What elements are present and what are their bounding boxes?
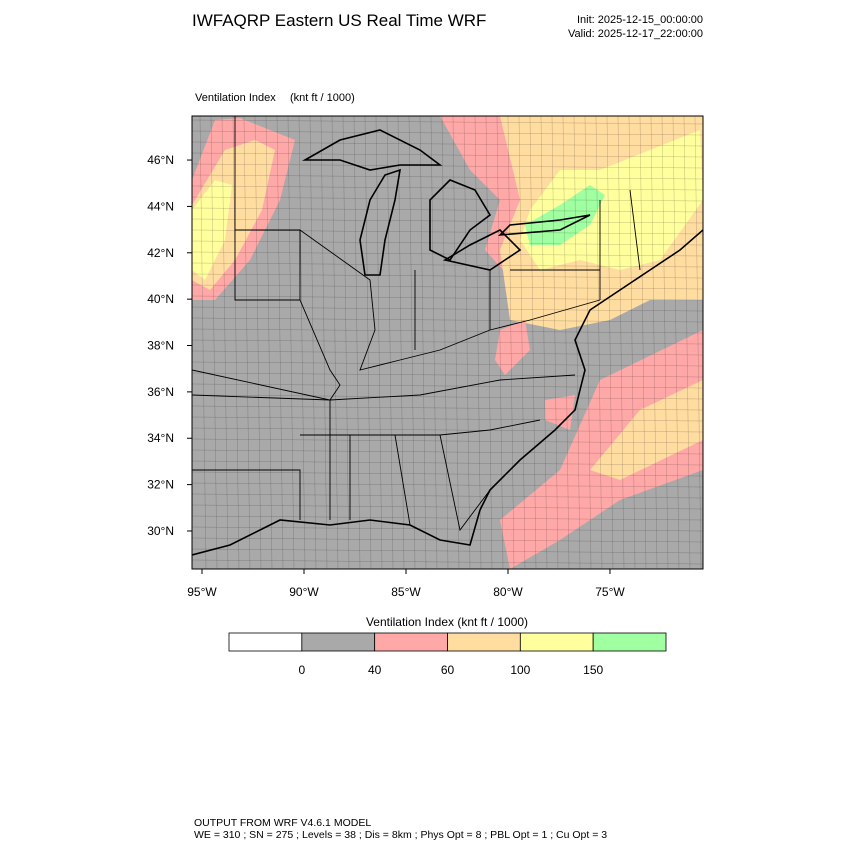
lat-label: 42°N [147, 246, 174, 260]
lat-label: 32°N [147, 478, 174, 492]
field-region [500, 330, 703, 569]
map-frame [191, 115, 704, 570]
footer-line: WE = 310 ; SN = 275 ; Levels = 38 ; Dis … [194, 829, 607, 841]
field-units: (knt ft / 1000) [290, 92, 355, 104]
lat-label: 30°N [147, 524, 174, 538]
colorbar-box [592, 632, 667, 652]
colorbar-box [228, 632, 303, 652]
colorbar: 0 40 60 100 150 [228, 632, 667, 677]
colorbar-box [447, 632, 521, 652]
init-time: Init: 2025-12-15_00:00:00 [577, 14, 703, 26]
lat-label: 34°N [147, 431, 174, 445]
colorbar-box [374, 632, 448, 652]
lat-label: 40°N [147, 292, 174, 306]
lon-label: 95°W [187, 585, 217, 599]
valid-time: Valid: 2025-12-17_22:00:00 [568, 28, 703, 40]
lon-label: 75°W [595, 585, 625, 599]
title: IWFAQRP Eastern US Real Time WRF [192, 11, 486, 30]
lat-label: 36°N [147, 385, 174, 399]
colorbar-label: 150 [583, 663, 603, 677]
field-region [545, 395, 575, 430]
lon-label: 90°W [289, 585, 319, 599]
field-region [590, 380, 703, 480]
field-region [192, 180, 232, 280]
footer-line: OUTPUT FROM WRF V4.6.1 MODEL [194, 817, 371, 829]
county-lines [192, 116, 703, 569]
lat-label: 46°N [147, 153, 174, 167]
colorbar-title: Ventilation Index (knt ft / 1000) [366, 615, 528, 629]
field-region [495, 320, 530, 375]
map: 46°N 44°N 42°N 40°N 38°N 36°N 34°N 32°N 30°N 95°W… [147, 115, 704, 599]
colorbar-label: 60 [441, 663, 455, 677]
colorbar-box [301, 632, 376, 652]
lon-label: 80°W [493, 585, 523, 599]
lon-label: 85°W [391, 585, 421, 599]
colorbar-label: 100 [510, 663, 530, 677]
lat-label: 44°N [147, 199, 174, 213]
field-name: Ventilation Index [195, 92, 276, 104]
colorbar-label: 0 [298, 663, 305, 677]
colorbar-box [519, 632, 594, 652]
lat-label: 38°N [147, 339, 174, 353]
colorbar-label: 40 [368, 663, 382, 677]
